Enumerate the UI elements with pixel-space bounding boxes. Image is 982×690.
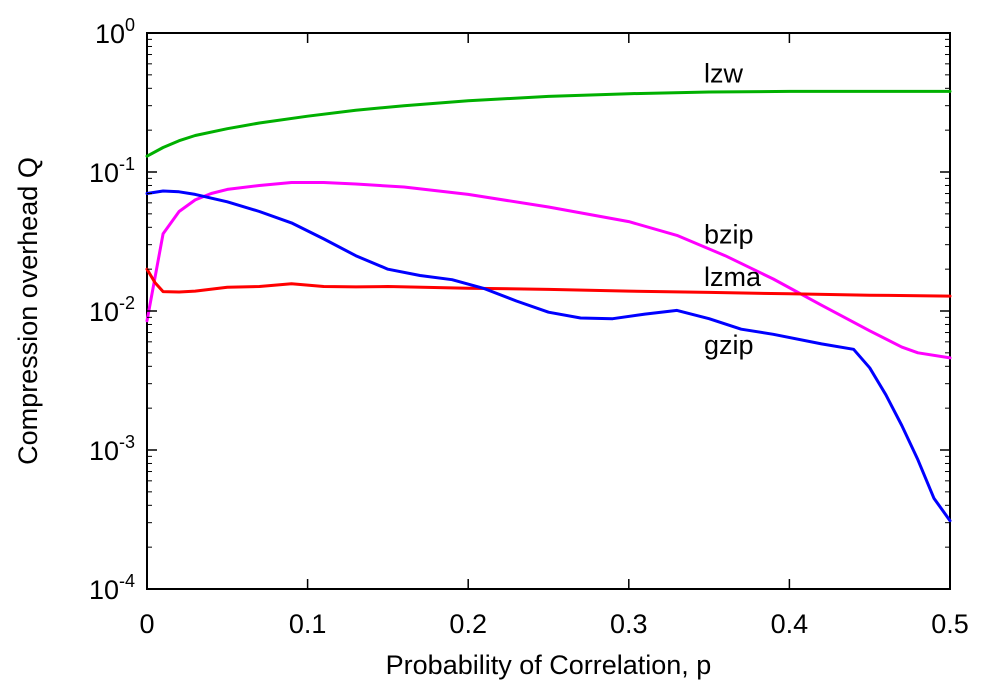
- x-tick-label: 0.3: [610, 609, 648, 639]
- y-axis-label: Compression overhead Q: [13, 157, 43, 465]
- series-line-lzw: [145, 89, 952, 158]
- axis-ticks: [146, 32, 951, 590]
- series-line-gzip: [145, 189, 952, 523]
- x-tick-label: 0.2: [449, 609, 487, 639]
- series-label-bzip: bzip: [704, 220, 754, 250]
- tick-labels: 0 0.1 0.2 0.3 0.4 0.5 10-4 10-3 10-2 10-1 100: [89, 15, 969, 639]
- x-tick-label: 0.1: [289, 609, 327, 639]
- y-tick-label: 10-4: [89, 571, 135, 605]
- series-labels: lzw bzip lzma gzip: [704, 58, 762, 359]
- series-line-lzma: [145, 267, 952, 298]
- y-tick-label: 10-3: [89, 432, 135, 466]
- series-group: [145, 89, 952, 523]
- x-tick-label: 0.4: [771, 609, 809, 639]
- x-tick-label: 0.5: [931, 609, 969, 639]
- series-label-lzw: lzw: [704, 58, 743, 88]
- x-axis-label: Probability of Correlation, p: [386, 650, 712, 680]
- series-line-bzip: [145, 181, 952, 360]
- y-tick-label: 100: [95, 15, 135, 49]
- series-label-gzip: gzip: [704, 330, 754, 360]
- y-tick-label: 10-1: [89, 154, 135, 188]
- series-label-lzma: lzma: [704, 262, 762, 292]
- y-tick-label: 10-2: [89, 293, 135, 327]
- x-tick-label: 0: [139, 609, 154, 639]
